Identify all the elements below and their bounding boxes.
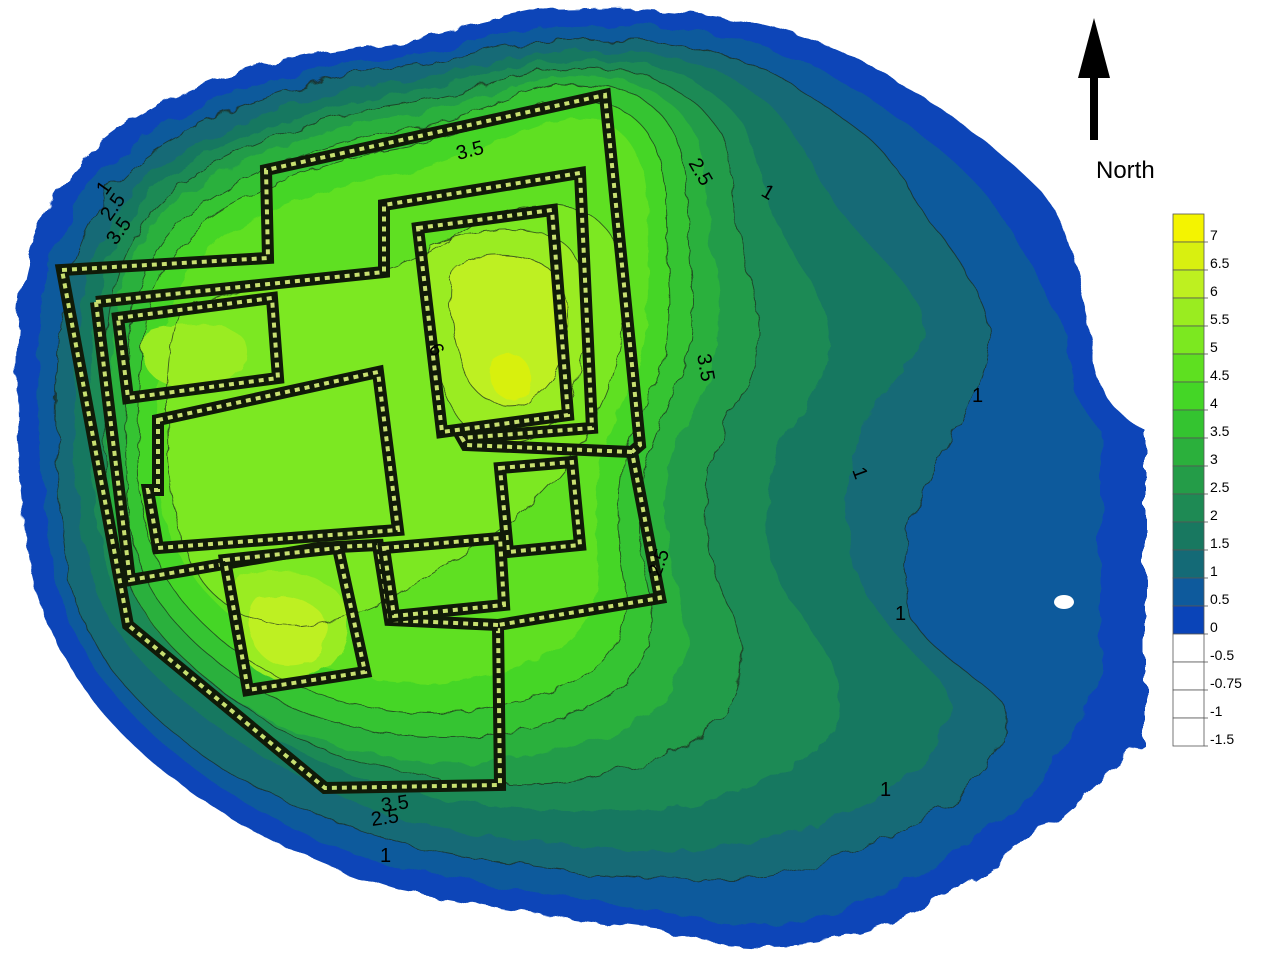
elevation-bands <box>15 8 1146 947</box>
contour-label: 3.5 <box>692 352 718 383</box>
contour-line <box>138 99 670 714</box>
contour-line <box>125 83 694 739</box>
legend-swatch <box>1172 521 1205 551</box>
legend-label: 6 <box>1210 283 1218 299</box>
band-5-5-c <box>142 323 248 389</box>
legend-label: 3.5 <box>1210 423 1230 439</box>
north-arrow: North <box>1078 18 1155 184</box>
legend-swatch <box>1172 493 1205 523</box>
legend-label: 6.5 <box>1210 255 1230 271</box>
legend-swatch <box>1172 381 1205 411</box>
legend-swatch <box>1172 213 1205 243</box>
north-label: North <box>1096 157 1155 184</box>
legend-label: 2.5 <box>1210 479 1230 495</box>
legend-label: 1 <box>1210 563 1218 579</box>
legend-swatch <box>1172 297 1205 327</box>
legend-label: -0.75 <box>1210 675 1242 691</box>
legend-swatch <box>1172 269 1205 299</box>
fortification-walls <box>54 87 668 795</box>
legend-swatch <box>1172 549 1205 579</box>
legend-label: 0.5 <box>1210 591 1230 607</box>
legend-label: 5 <box>1210 339 1218 355</box>
contour-label: 1 <box>895 603 906 625</box>
sink-hole <box>1054 595 1074 609</box>
legend-swatch <box>1172 437 1205 467</box>
legend-label: 7 <box>1210 227 1218 243</box>
band-6 <box>450 254 569 406</box>
legend-label: -1.5 <box>1210 731 1234 747</box>
contour-line <box>449 254 569 406</box>
legend-swatch <box>1172 605 1205 635</box>
contour-label: 1 <box>880 779 891 801</box>
elevation-legend: 7 6.5 6 5.5 5 4.5 4 3.5 3 2.5 2 1.5 1 0.5 0 -0.5 -0.75 -1… <box>1172 213 1242 747</box>
legend-swatch <box>1172 633 1205 663</box>
east-cell <box>493 455 587 559</box>
legend-swatch <box>1172 689 1205 719</box>
southwest-enclosure-studs <box>222 545 368 693</box>
north-arrow-icon <box>1078 18 1110 140</box>
legend-swatch <box>1172 353 1205 383</box>
legend-swatch <box>1172 241 1205 271</box>
citadel-enclosure-studs <box>415 207 571 435</box>
legend-swatch <box>1172 465 1205 495</box>
legend-label: -1 <box>1210 703 1223 719</box>
northwest-enclosure-studs <box>115 295 281 401</box>
contour-labels: 1 2.5 3.5 3.5 2.5 1 6 3.5 1 1 2.5 1 1 3.… <box>92 137 983 867</box>
band-6-b <box>248 596 327 666</box>
legend-label: 1.5 <box>1210 535 1230 551</box>
legend-swatch <box>1172 661 1205 691</box>
central-enclosure-studs <box>145 369 401 551</box>
legend-swatch <box>1172 325 1205 355</box>
contour-line <box>55 39 1007 881</box>
legend-label: 4.5 <box>1210 367 1230 383</box>
legend-swatch <box>1172 409 1205 439</box>
contour-label: 1 <box>972 385 983 407</box>
contour-label: 3.5 <box>380 791 411 817</box>
outer-wall-studs <box>59 92 663 791</box>
legend-label: 2 <box>1210 507 1218 523</box>
band-6-5 <box>489 354 532 400</box>
legend-swatch <box>1172 577 1205 607</box>
inner-wall-studs <box>94 170 633 627</box>
contour-label: 1 <box>380 845 391 867</box>
south-cell-studs <box>381 535 507 619</box>
legend-label: 5.5 <box>1210 311 1230 327</box>
legend-label: 4 <box>1210 395 1218 411</box>
legend-swatch <box>1172 717 1205 747</box>
legend-label: 3 <box>1210 451 1218 467</box>
legend-label: -0.5 <box>1210 647 1234 663</box>
contour-label: 2.5 <box>370 805 401 831</box>
legend-label: 0 <box>1210 619 1218 635</box>
